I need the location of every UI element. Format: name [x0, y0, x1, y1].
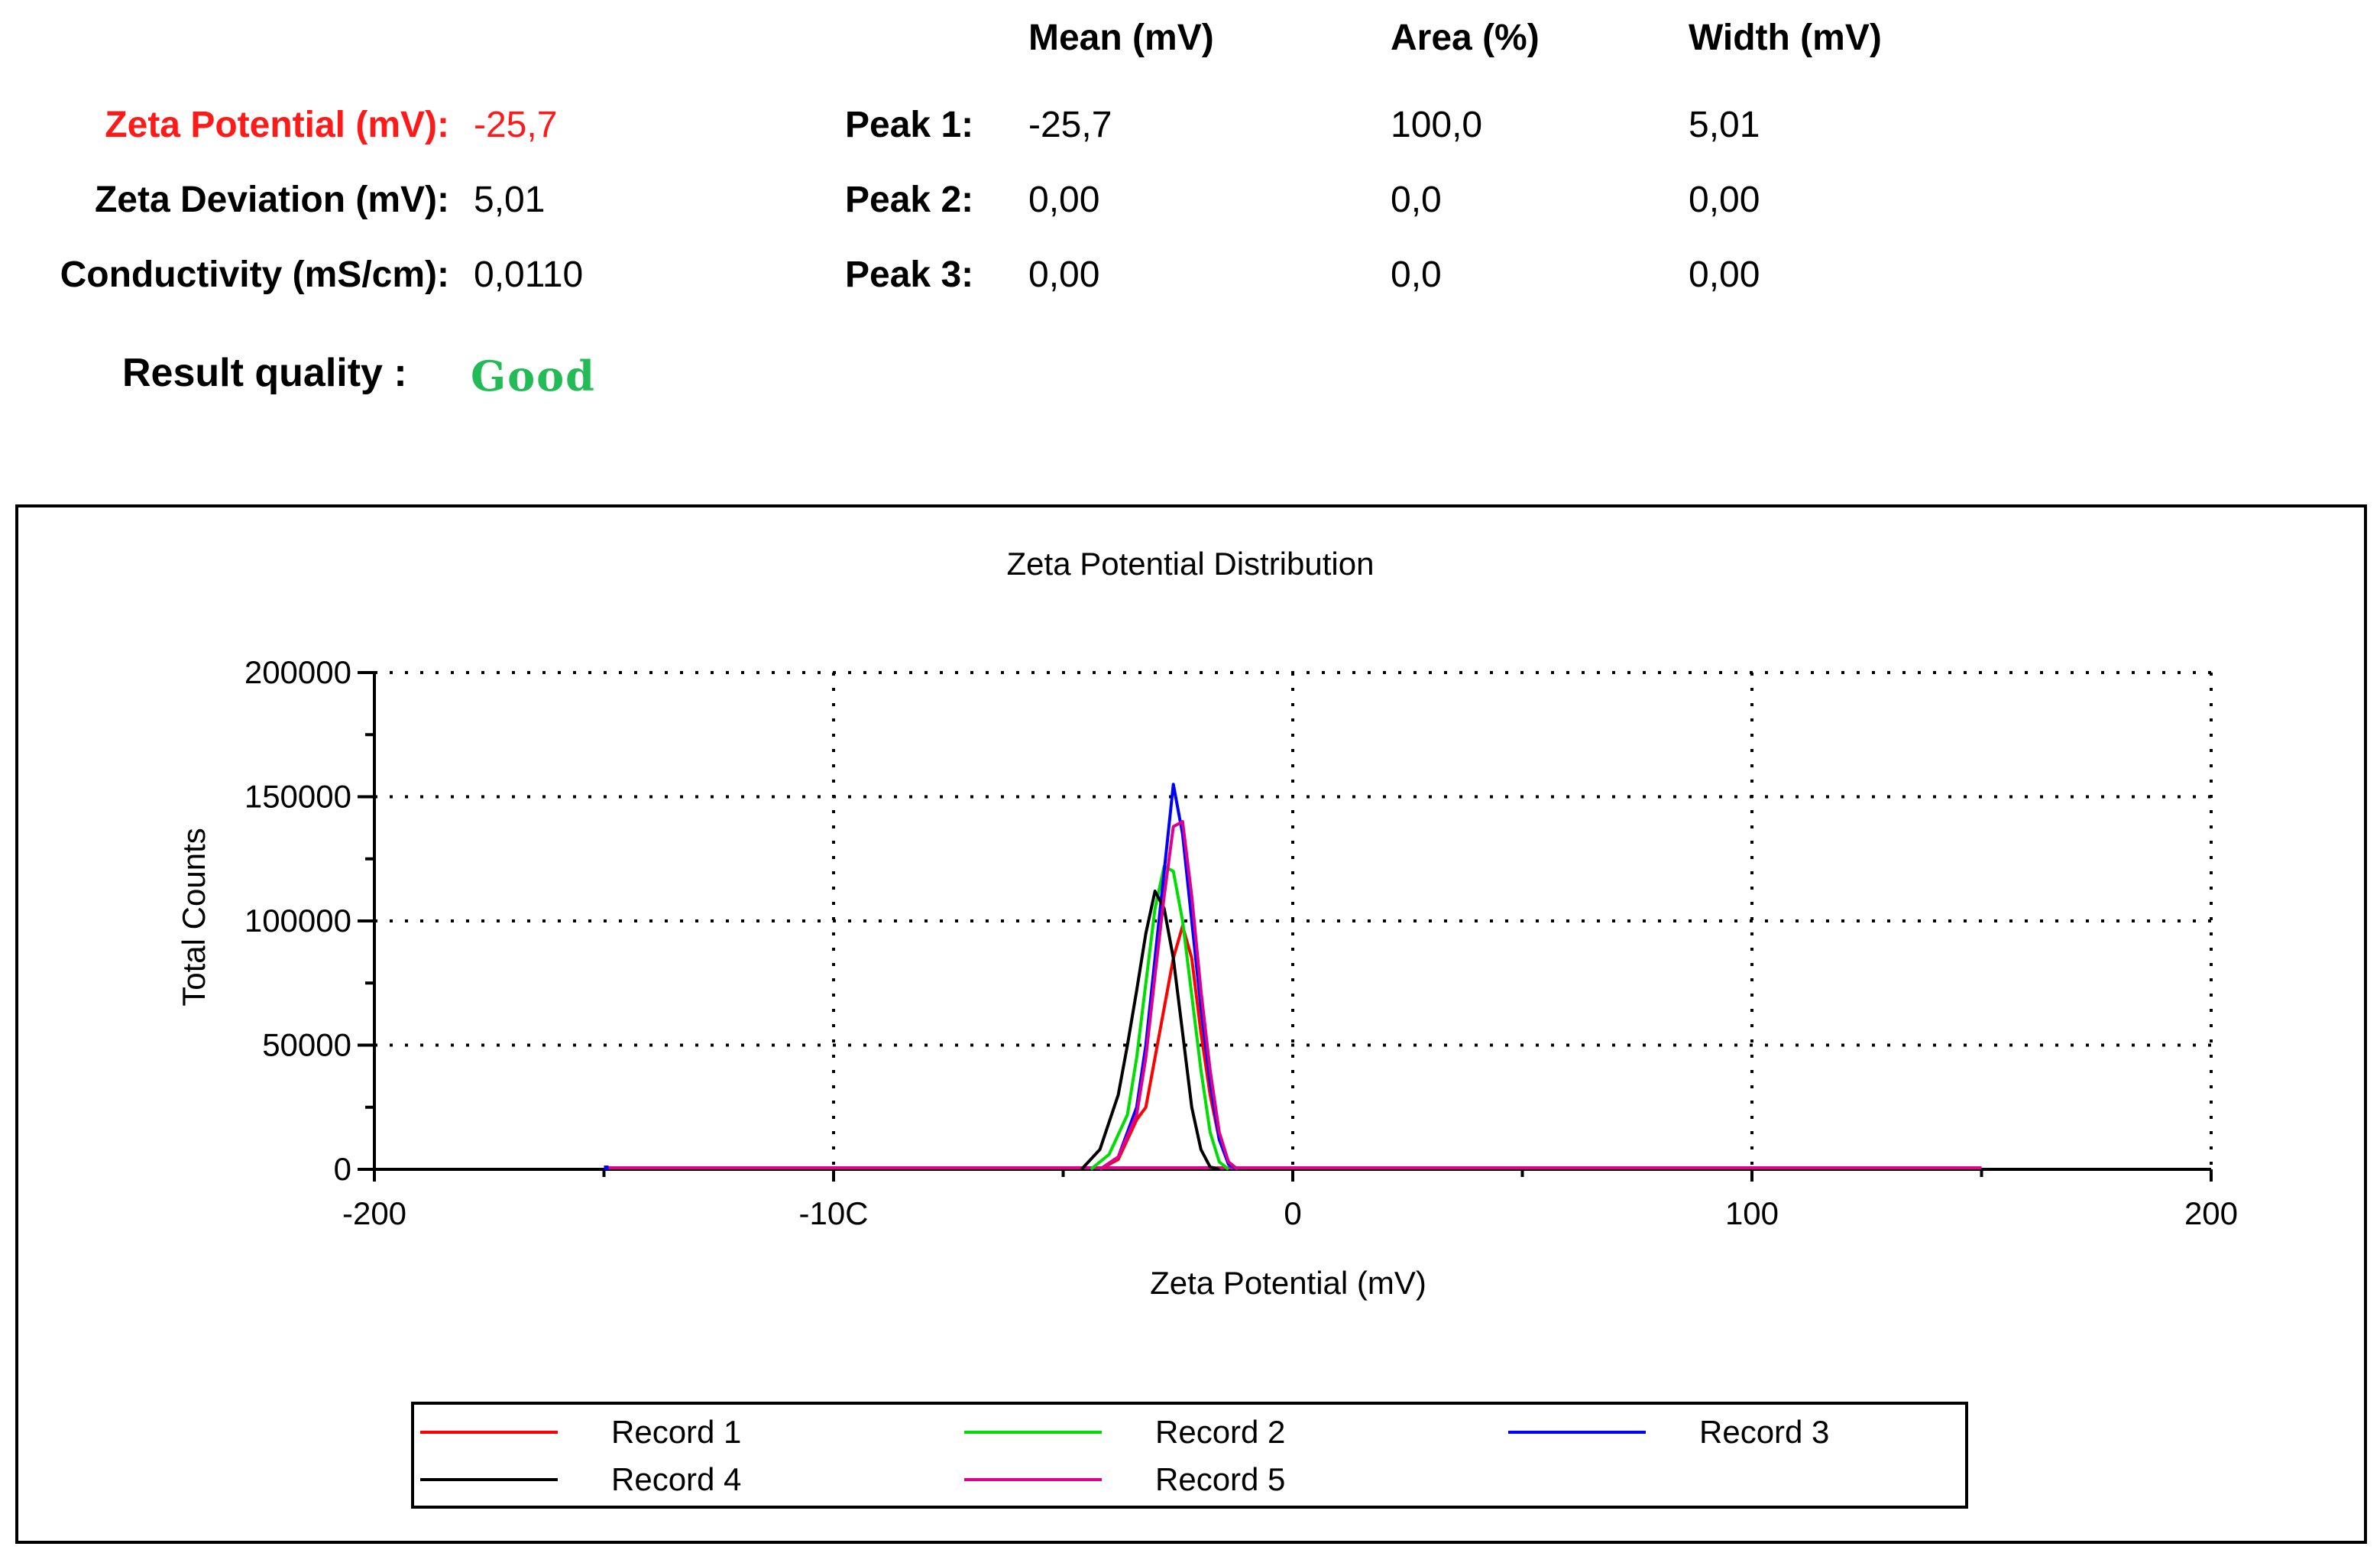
zeta-potential-label: Zeta Potential (mV): — [105, 105, 449, 145]
y-tick-label: 0 — [334, 1151, 351, 1187]
legend-label: Record 3 — [1699, 1414, 1829, 1450]
peak-1-area: 100,0 — [1391, 105, 1483, 145]
y-tick-label: 50000 — [262, 1027, 351, 1063]
peak-2-width: 0,00 — [1689, 180, 1760, 220]
legend-label: Record 4 — [611, 1461, 741, 1497]
result-quality-value: Good — [471, 352, 596, 400]
chart-series — [604, 783, 1982, 1171]
conductivity-value: 0,0110 — [474, 255, 584, 295]
x-axis-label: Zeta Potential (mV) — [1150, 1265, 1426, 1301]
zeta-deviation-value: 5,01 — [474, 180, 546, 220]
legend-label: Record 2 — [1155, 1414, 1285, 1450]
peak-3-mean: 0,00 — [1028, 255, 1100, 295]
x-tick-label: 200 — [2184, 1195, 2238, 1231]
series-line-record-4 — [1080, 890, 1220, 1171]
peak-3-area: 0,0 — [1391, 255, 1442, 295]
x-tick-label: 0 — [1284, 1195, 1301, 1231]
x-tick-label: 100 — [1725, 1195, 1779, 1231]
peak-2-area: 0,0 — [1391, 180, 1442, 220]
peaks-header-mean: Mean (mV) — [1028, 18, 1214, 58]
peak-1-mean: -25,7 — [1028, 105, 1112, 145]
peaks-header-area: Area (%) — [1391, 18, 1540, 58]
result-quality-label: Result quality : — [122, 351, 407, 395]
chart-title: Zeta Potential Distribution — [1007, 546, 1375, 582]
peak-1-width: 5,01 — [1689, 105, 1760, 145]
series-line-record-5 — [1099, 820, 1239, 1171]
y-tick-label: 150000 — [244, 779, 351, 815]
zeta-deviation-label: Zeta Deviation (mV): — [94, 180, 449, 220]
chart-legend: Record 1 Record 2 Record 3 Record 4 Record 5 — [411, 1402, 1968, 1509]
chart-ticks: 0 50000 100000 150000 200000 -200 -10C 0 100 200 — [244, 654, 2238, 1231]
legend-label: Record 5 — [1155, 1461, 1285, 1497]
peak-1-label: Peak 1: — [845, 105, 974, 145]
legend-box — [411, 1402, 1968, 1509]
chart-frame — [15, 504, 2367, 1544]
conductivity-label: Conductivity (mS/cm): — [60, 255, 449, 295]
peak-3-width: 0,00 — [1689, 255, 1760, 295]
legend-label: Record 1 — [611, 1414, 741, 1450]
x-tick-label: -200 — [342, 1195, 406, 1231]
zeta-potential-value: -25,7 — [474, 105, 558, 145]
x-tick-label: -10C — [798, 1195, 868, 1231]
chart-grid — [374, 671, 2213, 1169]
peaks-header-width: Width (mV) — [1689, 18, 1882, 58]
y-tick-label: 200000 — [244, 654, 351, 690]
y-axis-label: Total Counts — [176, 828, 212, 1006]
peak-2-label: Peak 2: — [845, 180, 974, 220]
peak-2-mean: 0,00 — [1028, 180, 1100, 220]
y-tick-label: 100000 — [244, 903, 351, 939]
peak-3-label: Peak 3: — [845, 255, 974, 295]
